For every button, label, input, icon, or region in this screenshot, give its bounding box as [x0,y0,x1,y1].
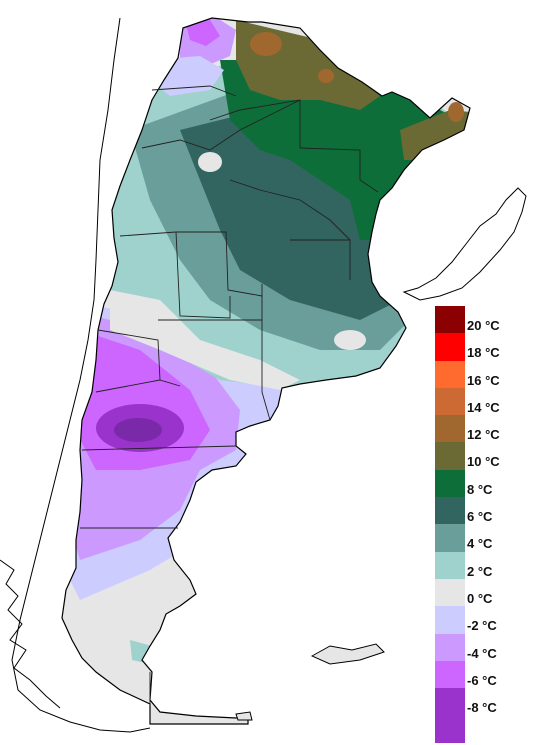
legend-entry: 0 °C [435,578,527,607]
legend-swatch [435,415,465,443]
legend-label: 2 °C [467,563,493,579]
legend-entry: 18 °C [435,333,527,361]
legend-swatch [435,387,465,416]
legend-swatch [435,524,465,552]
legend-entry: 2 °C [435,551,527,579]
legend-swatch [435,606,465,634]
legend-swatch [435,497,465,525]
legend-entry: 16 °C [435,360,527,388]
legend-entry: 20 °C [435,306,527,334]
legend-label: 20 °C [467,318,500,333]
legend-label: 12 °C [467,427,500,443]
legend-entry: 14 °C [435,387,527,416]
legend-entry: 8 °C [435,469,527,498]
legend-entry: -8 °C [435,688,527,716]
legend-label: 8 °C [467,481,493,497]
legend-swatch [435,360,465,388]
legend-label: 10 °C [467,454,500,470]
legend-swatch [435,715,465,743]
legend-swatch [435,551,465,579]
legend-label: 16 °C [467,372,500,388]
temperature-legend: 20 °C 18 °C 16 °C 14 °C 12 °C 10 °C 8 °C 6 °C 4 … [435,306,527,743]
legend-entry: -2 °C [435,606,527,634]
legend-swatch [435,578,465,607]
legend-swatch [435,633,465,661]
legend-label: -6 °C [467,672,497,688]
islands [235,643,385,721]
legend-swatch [435,688,465,716]
legend-swatch [435,333,465,361]
legend-label: -8 °C [467,700,497,716]
country-outline [61,17,471,725]
legend-entry: -4 °C [435,633,527,661]
legend-label: 0 °C [467,590,493,606]
legend-label: 6 °C [467,509,493,525]
legend-bottom-swatch [435,715,527,743]
legend-entry: 10 °C [435,442,527,470]
legend-label: 14 °C [467,399,500,415]
legend-label: -4 °C [467,645,497,661]
legend-entry: 12 °C [435,415,527,443]
legend-swatch [435,469,465,498]
legend-entry: 4 °C [435,524,527,552]
legend-entry: 6 °C [435,497,527,525]
province-borders [80,85,379,706]
legend-label: 18 °C [467,345,500,361]
legend-swatch [435,660,465,689]
legend-label: -2 °C [467,618,497,634]
neighbor-borders [0,17,527,733]
legend-label: 4 °C [467,536,493,552]
legend-entry: -6 °C [435,660,527,689]
legend-swatch [435,306,465,334]
legend-swatch [435,442,465,470]
